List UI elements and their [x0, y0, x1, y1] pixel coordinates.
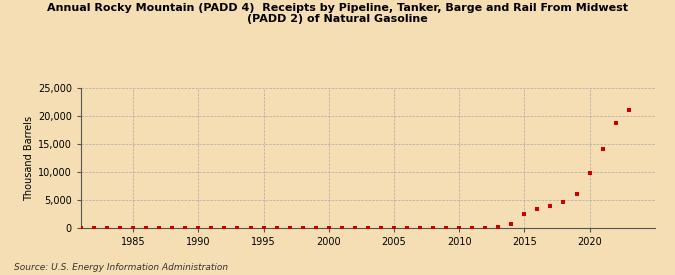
Point — [519, 211, 530, 216]
Point — [402, 226, 412, 230]
Point — [336, 226, 347, 230]
Point — [206, 226, 217, 230]
Point — [441, 226, 452, 230]
Point — [428, 226, 439, 230]
Point — [193, 226, 204, 230]
Point — [389, 226, 400, 230]
Point — [571, 192, 582, 196]
Point — [506, 222, 517, 227]
Point — [128, 226, 138, 230]
Point — [558, 200, 569, 205]
Point — [532, 207, 543, 211]
Point — [467, 226, 478, 230]
Point — [584, 171, 595, 175]
Point — [102, 226, 113, 230]
Point — [375, 226, 386, 230]
Point — [350, 226, 360, 230]
Point — [284, 226, 295, 230]
Point — [245, 226, 256, 230]
Point — [219, 226, 230, 230]
Point — [88, 226, 99, 230]
Y-axis label: Thousand Barrels: Thousand Barrels — [24, 116, 34, 201]
Point — [310, 226, 321, 230]
Point — [493, 225, 504, 230]
Point — [323, 226, 334, 230]
Point — [180, 226, 191, 230]
Point — [76, 226, 86, 230]
Text: Source: U.S. Energy Information Administration: Source: U.S. Energy Information Administ… — [14, 263, 227, 272]
Point — [141, 226, 152, 230]
Point — [597, 146, 608, 151]
Point — [297, 226, 308, 230]
Point — [115, 226, 126, 230]
Point — [414, 226, 425, 230]
Point — [271, 226, 282, 230]
Point — [258, 226, 269, 230]
Point — [167, 226, 178, 230]
Point — [362, 226, 373, 230]
Point — [232, 226, 243, 230]
Point — [545, 204, 556, 208]
Point — [480, 226, 491, 230]
Text: Annual Rocky Mountain (PADD 4)  Receipts by Pipeline, Tanker, Barge and Rail Fro: Annual Rocky Mountain (PADD 4) Receipts … — [47, 3, 628, 24]
Point — [610, 121, 621, 126]
Point — [454, 226, 464, 230]
Point — [623, 108, 634, 113]
Point — [154, 226, 165, 230]
